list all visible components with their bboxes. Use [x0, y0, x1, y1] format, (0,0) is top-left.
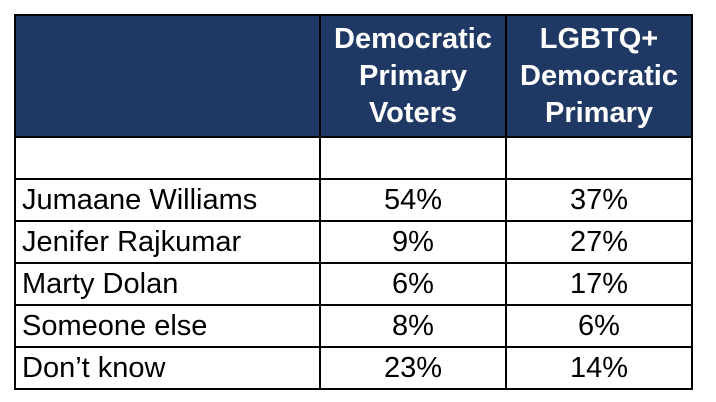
table-row: Jumaane Williams 54% 37%: [14, 178, 693, 222]
empty-cell: [319, 136, 507, 180]
value-cell-lgbtq: 14%: [505, 346, 693, 390]
row-label: Someone else: [14, 304, 321, 348]
empty-row: [14, 136, 693, 180]
value-cell-democratic: 8%: [319, 304, 507, 348]
value-cell-lgbtq: 6%: [505, 304, 693, 348]
row-label: Jumaane Williams: [14, 178, 321, 222]
empty-cell: [505, 136, 693, 180]
table-row: Marty Dolan 6% 17%: [14, 262, 693, 306]
value-cell-lgbtq: 37%: [505, 178, 693, 222]
value-cell-democratic: 23%: [319, 346, 507, 390]
header-row: Democratic Primary Voters LGBTQ+ Democra…: [14, 14, 693, 138]
header-line: Voters: [368, 96, 458, 129]
header-line: Primary: [544, 96, 653, 129]
value-cell-democratic: 6%: [319, 262, 507, 306]
header-democratic-primary-voters: Democratic Primary Voters: [319, 14, 507, 138]
poll-results-table: Democratic Primary Voters LGBTQ+ Democra…: [14, 14, 693, 390]
empty-cell: [14, 136, 321, 180]
header-line: LGBTQ+: [539, 22, 659, 55]
row-label: Don’t know: [14, 346, 321, 390]
header-line: Primary: [358, 59, 467, 92]
table-row: Don’t know 23% 14%: [14, 346, 693, 390]
value-cell-democratic: 9%: [319, 220, 507, 264]
value-cell-democratic: 54%: [319, 178, 507, 222]
header-line: Democratic: [334, 22, 492, 55]
row-label: Jenifer Rajkumar: [14, 220, 321, 264]
header-corner-cell: [14, 14, 321, 138]
row-label: Marty Dolan: [14, 262, 321, 306]
table-row: Jenifer Rajkumar 9% 27%: [14, 220, 693, 264]
header-lgbtq-democratic-primary: LGBTQ+ Democratic Primary: [505, 14, 693, 138]
value-cell-lgbtq: 27%: [505, 220, 693, 264]
table-row: Someone else 8% 6%: [14, 304, 693, 348]
value-cell-lgbtq: 17%: [505, 262, 693, 306]
header-line: Democratic: [520, 59, 678, 92]
